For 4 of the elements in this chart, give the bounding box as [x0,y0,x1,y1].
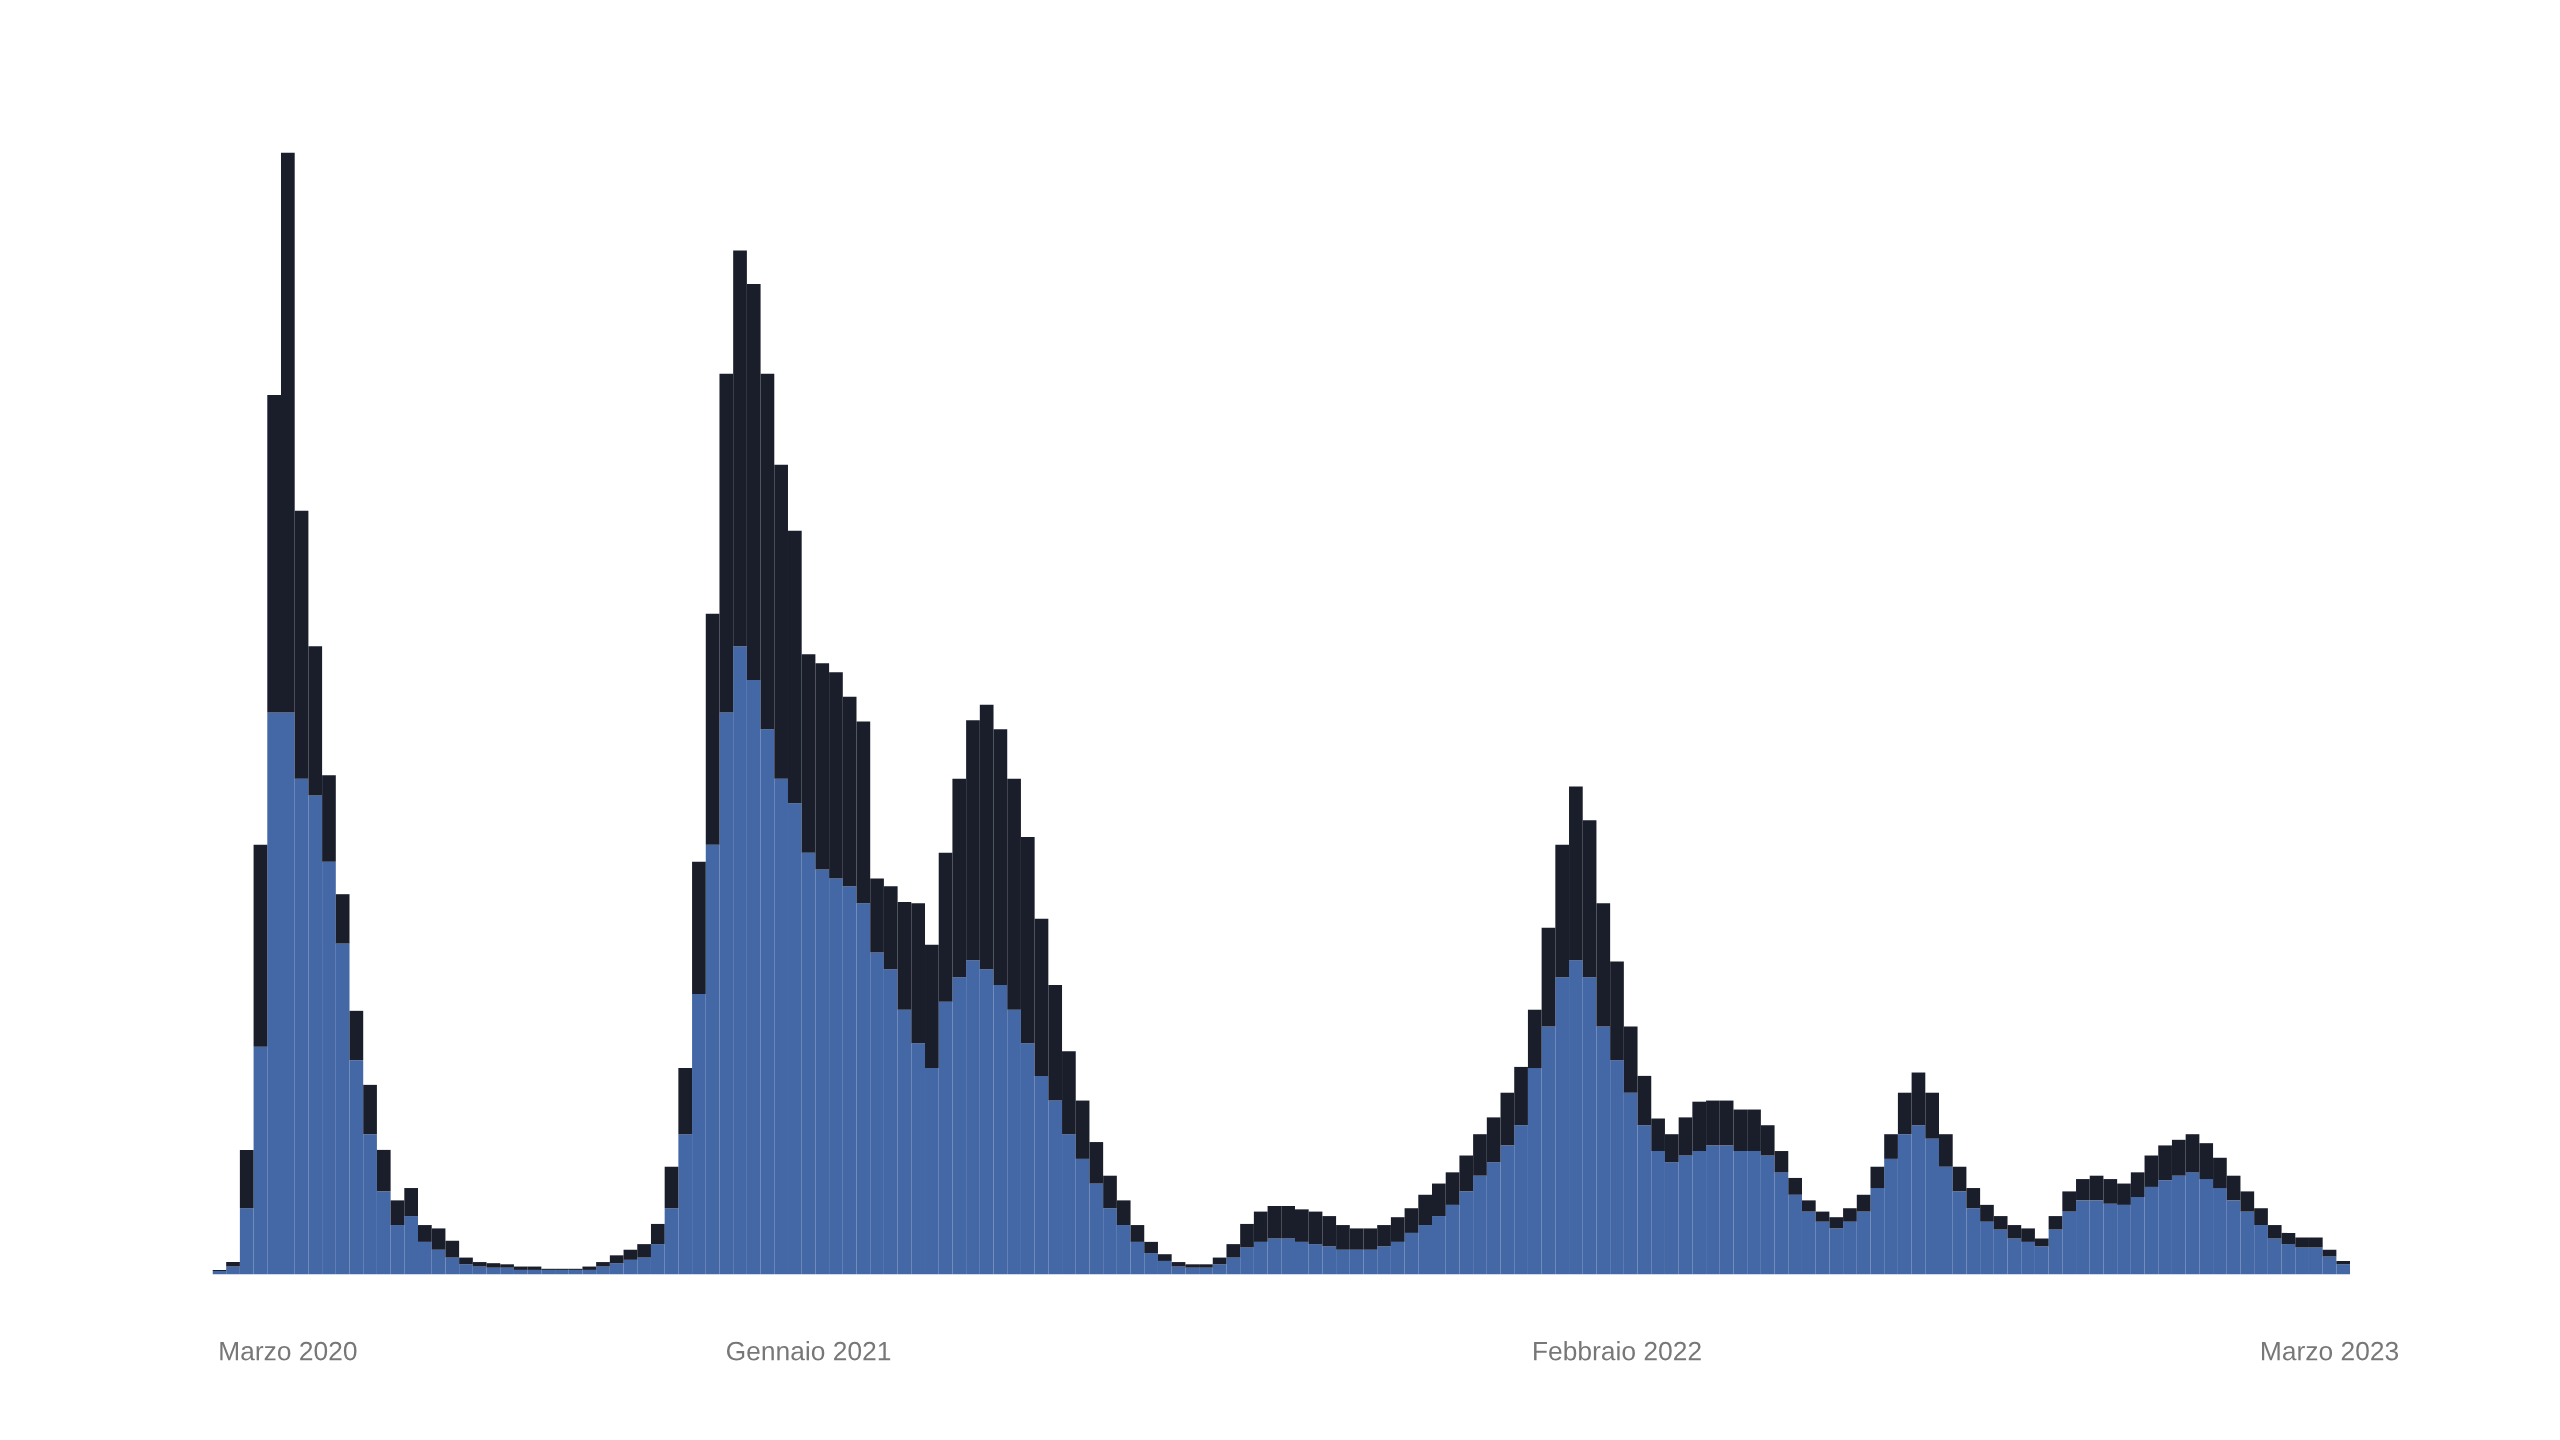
x-tick-label: Marzo 2020 [220,1341,357,1361]
x-tick-label: Gennaio 2021 [726,1341,891,1361]
x-tick-label: Marzo 2023 [2262,1341,2399,1361]
x-tick-label: Febbraio 2022 [1534,1341,1701,1361]
